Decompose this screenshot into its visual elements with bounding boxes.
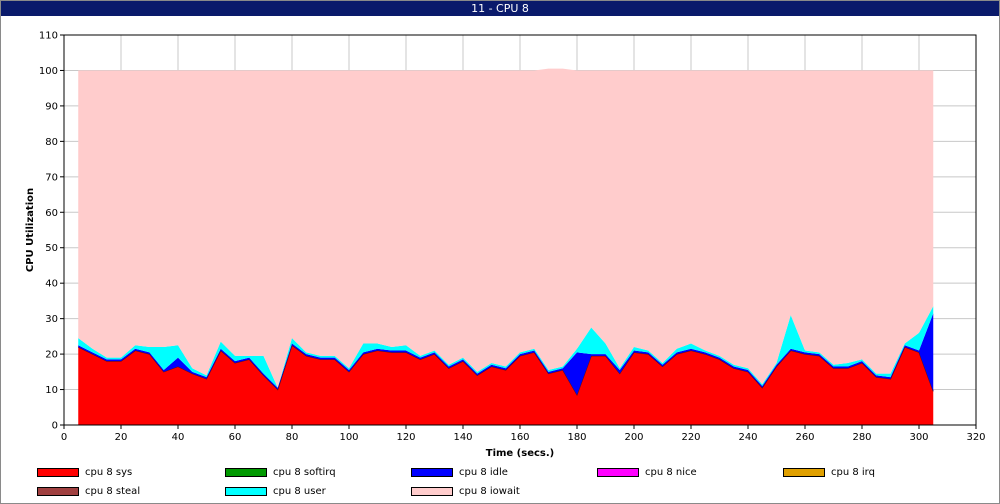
legend-swatch [783, 467, 825, 477]
x-tick-label: 140 [453, 432, 472, 443]
x-tick-label: 40 [172, 432, 185, 443]
x-tick-label: 160 [510, 432, 529, 443]
legend-item: cpu 8 user [225, 484, 326, 498]
legend-label: cpu 8 iowait [459, 485, 520, 497]
y-axis-ticks: 0 10 20 30 40 50 60 70 80 90 100 110 [39, 31, 64, 432]
y-tick-label: 0 [52, 421, 58, 432]
x-tick-label: 220 [681, 432, 700, 443]
x-tick-label: 120 [396, 432, 415, 443]
legend-label: cpu 8 user [273, 485, 326, 497]
y-tick-label: 30 [45, 314, 58, 325]
legend-swatch [411, 467, 453, 477]
x-tick-label: 60 [229, 432, 242, 443]
x-tick-label: 200 [624, 432, 643, 443]
legend-item: cpu 8 softirq [225, 465, 336, 479]
y-tick-label: 20 [45, 350, 58, 361]
x-axis-label: Time (secs.) [486, 448, 555, 459]
window-title: 11 - CPU 8 [1, 1, 999, 16]
legend-item: cpu 8 nice [597, 465, 697, 479]
x-tick-label: 180 [567, 432, 586, 443]
legend-item: cpu 8 sys [37, 465, 132, 479]
legend-swatch [597, 467, 639, 477]
area-cpu-8-sys [78, 345, 934, 425]
y-tick-label: 110 [39, 31, 58, 42]
x-tick-label: 260 [795, 432, 814, 443]
legend-item: cpu 8 iowait [411, 484, 520, 498]
x-tick-label: 100 [339, 432, 358, 443]
y-tick-label: 10 [45, 385, 58, 396]
x-tick-label: 280 [852, 432, 871, 443]
cpu-utilization-chart: 0 20 40 60 80 100 120 140 160 180 200 220 240 260 280 3… [25, 31, 986, 460]
y-tick-label: 40 [45, 279, 58, 290]
legend-item: cpu 8 irq [783, 465, 875, 479]
legend: cpu 8 sys cpu 8 softirq cpu 8 idle cpu 8 ni… [0, 462, 1000, 504]
y-tick-label: 80 [45, 137, 58, 148]
legend-swatch [37, 467, 79, 477]
y-tick-label: 90 [45, 101, 58, 112]
legend-swatch [225, 486, 267, 496]
legend-label: cpu 8 softirq [273, 466, 336, 478]
y-tick-label: 50 [45, 243, 58, 254]
legend-swatch [37, 486, 79, 496]
legend-swatch [411, 486, 453, 496]
legend-label: cpu 8 sys [85, 466, 133, 478]
x-tick-label: 240 [738, 432, 757, 443]
y-axis-label: CPU Utilization [25, 188, 36, 272]
legend-label: cpu 8 steal [85, 485, 141, 497]
x-tick-label: 300 [909, 432, 928, 443]
x-axis-ticks: 0 20 40 60 80 100 120 140 160 180 200 220 240 260 280 3… [61, 425, 986, 443]
y-tick-label: 70 [45, 172, 58, 183]
x-tick-label: 0 [61, 432, 67, 443]
legend-label: cpu 8 nice [645, 466, 697, 478]
y-tick-label: 60 [45, 208, 58, 219]
x-tick-label: 80 [286, 432, 299, 443]
legend-label: cpu 8 idle [459, 466, 508, 478]
legend-swatch [225, 467, 267, 477]
legend-item: cpu 8 idle [411, 465, 508, 479]
x-tick-label: 20 [115, 432, 128, 443]
stacked-areas [78, 68, 934, 425]
area-cpu-8-iowait [78, 68, 934, 388]
legend-item: cpu 8 steal [37, 484, 140, 498]
legend-label: cpu 8 irq [831, 466, 875, 478]
y-tick-label: 100 [39, 66, 58, 77]
x-tick-label: 320 [966, 432, 985, 443]
